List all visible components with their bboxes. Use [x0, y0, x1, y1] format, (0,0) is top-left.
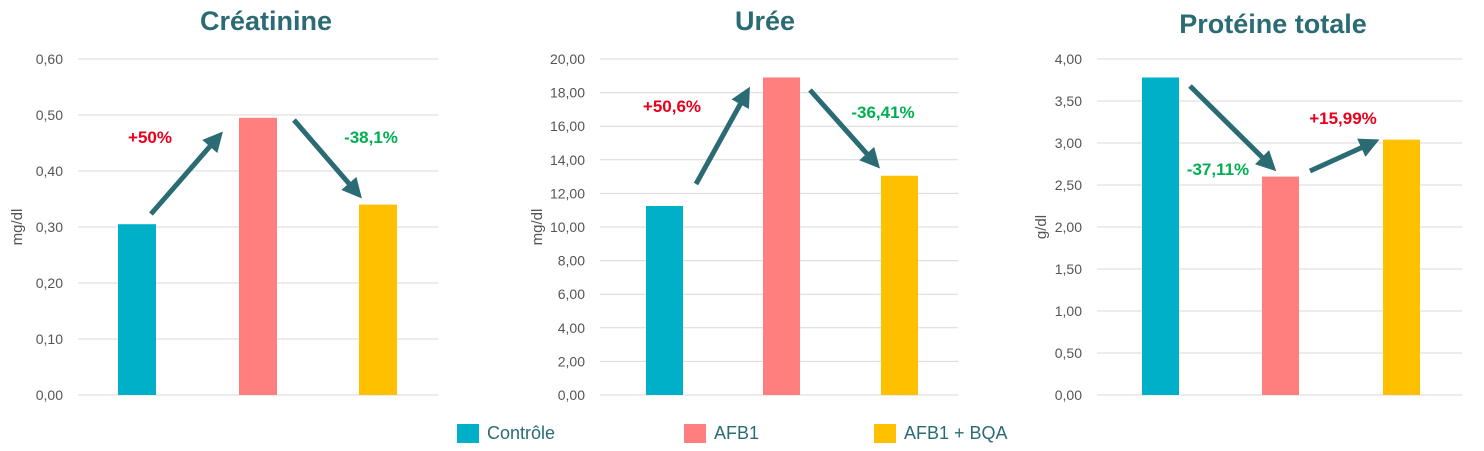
y-tick-label: 0,00 [558, 387, 585, 403]
legend: Contrôle AFB1 AFB1 + BQA [0, 423, 1484, 447]
y-tick-label: 1,50 [1055, 261, 1082, 277]
y-tick-label: 6,00 [558, 286, 585, 302]
y-tick-label: 16,00 [550, 118, 585, 134]
y-tick-label: 3,00 [1055, 135, 1082, 151]
trend-arrow-down [808, 88, 880, 169]
y-axis-label: mg/dl [529, 209, 546, 246]
legend-label-controle: Contrôle [487, 423, 556, 443]
percent-change-label: +50,6% [643, 97, 701, 116]
y-tick-label: 4,00 [558, 320, 585, 336]
y-tick-label: 0,00 [1055, 387, 1082, 403]
bar-afb1 [763, 77, 800, 395]
charts-canvas: Créatinine 0,00 0,10 0,20 0,30 0,40 0,50 0,60 mg… [9, 6, 1462, 403]
y-tick-label: 0,50 [1055, 345, 1082, 361]
chart-title: Protéine totale [1179, 9, 1367, 39]
y-tick-label: 18,00 [550, 85, 585, 101]
bar-afb1 [1262, 176, 1299, 395]
legend-swatch-afb1 [684, 424, 706, 443]
bar-afb1-bqa [1383, 139, 1420, 395]
bar-controle [1142, 77, 1179, 395]
trend-arrow-down [1188, 84, 1277, 172]
bar-afb1 [239, 117, 277, 396]
trend-arrow-up [1308, 138, 1380, 174]
percent-change-label: +50% [128, 128, 172, 147]
chart-3: Protéine totale 0,00 0,50 1,00 1,50 2,00 2,50 3… [1033, 9, 1462, 403]
y-tick-label: 12,00 [550, 185, 585, 201]
chart-title: Créatinine [200, 6, 332, 36]
y-tick-label: 0,50 [36, 107, 63, 123]
y-tick-label: 3,50 [1055, 93, 1082, 109]
chart-title: Urée [735, 6, 795, 36]
legend-swatch-controle [457, 424, 479, 443]
legend-label-afb1-bqa: AFB1 + BQA [904, 423, 1008, 443]
percent-change-label: -38,1% [344, 128, 398, 147]
legend-item-afb1: AFB1 [684, 423, 759, 444]
y-tick-label: 0,20 [36, 275, 63, 291]
y-tick-label: 8,00 [558, 253, 585, 269]
y-tick-label: 0,60 [36, 51, 63, 67]
chart-2: Urée 0,00 2,00 4,00 6,00 8,00 10,00 12,00 14,00 1… [529, 6, 958, 403]
y-axis-label: g/dl [1033, 215, 1050, 239]
y-tick-label: 10,00 [550, 219, 585, 235]
y-tick-label: 1,00 [1055, 303, 1082, 319]
y-tick-label: 20,00 [550, 51, 585, 67]
bar-controle [118, 224, 156, 395]
bar-afb1-bqa [881, 175, 918, 395]
legend-label-afb1: AFB1 [714, 423, 760, 443]
y-tick-label: 2,50 [1055, 177, 1082, 193]
legend-item-controle: Contrôle [457, 423, 555, 444]
percent-change-label: +15,99% [1309, 109, 1377, 128]
trend-arrow-down [292, 118, 362, 199]
y-tick-label: 2,00 [1055, 219, 1082, 235]
trend-arrow-up [149, 131, 223, 216]
bar-afb1-bqa [359, 204, 397, 395]
legend-swatch-afb1-bqa [874, 424, 896, 443]
y-axis-label: mg/dl [9, 209, 26, 246]
percent-change-label: -36,41% [851, 103, 914, 122]
y-tick-label: 0,30 [36, 219, 63, 235]
y-tick-label: 0,10 [36, 331, 63, 347]
y-tick-label: 2,00 [558, 353, 585, 369]
y-tick-label: 4,00 [1055, 51, 1082, 67]
legend-item-afb1-bqa: AFB1 + BQA [874, 423, 1008, 444]
chart-1: Créatinine 0,00 0,10 0,20 0,30 0,40 0,50 0,60 mg… [9, 6, 438, 403]
trend-arrow-up [693, 86, 750, 186]
y-tick-label: 14,00 [550, 152, 585, 168]
bar-controle [646, 206, 683, 395]
y-tick-label: 0,40 [36, 163, 63, 179]
y-tick-label: 0,00 [36, 387, 63, 403]
percent-change-label: -37,11% [1187, 160, 1249, 179]
